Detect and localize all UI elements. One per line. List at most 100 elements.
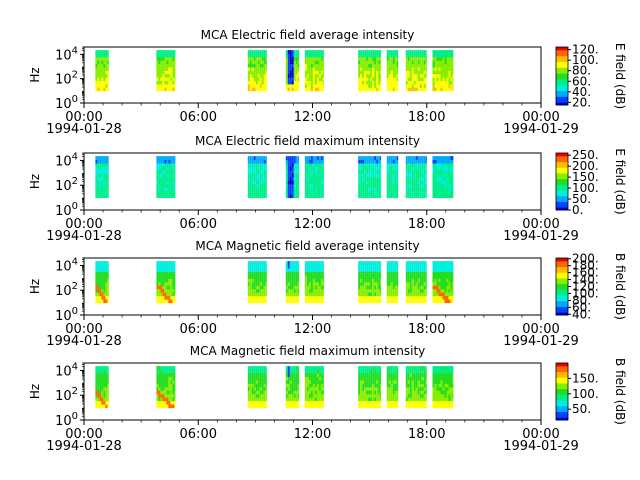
colorbar-cell [556,277,568,280]
colorbar-tick-label: 40. [572,85,591,99]
colorbar-cell [556,62,568,64]
colorbar-cell [556,386,568,389]
colorbar-tick-label: 80. [572,64,591,78]
y-tick-label: 100 [55,411,78,429]
colorbar-cell [556,178,568,181]
y-tick-label: 100 [55,306,78,324]
colorbar-cell [556,274,568,276]
colorbar-cell [556,191,568,193]
colorbar-cell [556,379,568,381]
colorbar-cell [556,401,568,404]
colorbar-cell [556,204,568,206]
colorbar-cell [556,267,568,269]
colorbar-frame [555,152,569,211]
colorbar-cell [556,188,568,190]
colorbar-cell [556,73,568,75]
colorbar-cell [556,407,568,410]
x-tick-label: 06:00 [180,322,217,337]
colorbar-cell [556,313,568,315]
colorbar-tick-label: 100. [572,53,599,67]
colorbar-cell [556,296,568,299]
colorbar-cell [556,404,568,407]
colorbar-cell [556,303,568,306]
colorbar-cell [556,372,568,374]
x-tick-label: 18:00 [408,322,445,337]
colorbar-cell [556,200,568,202]
colorbar-tick-label: 20. [572,95,591,109]
colorbar-tick-label: 160. [572,266,599,280]
colorbar-cell [556,371,568,373]
data-block [405,50,427,92]
colorbar-cell [556,94,568,96]
colorbar-cell [556,171,568,173]
colorbar-cell [556,101,568,103]
colorbar-label: B field (dB) [613,358,627,425]
colorbar-cell [556,93,568,95]
colorbar-cell [556,155,568,158]
colorbar-cell [556,208,568,210]
spectrogram [95,366,454,409]
colorbar-cell [556,373,568,375]
colorbar-cell [556,368,568,371]
data-block [304,50,324,92]
colorbar-cell [556,261,568,264]
colorbar-tick-label: 50. [572,192,591,206]
colorbar-cell [556,99,568,101]
colorbar-cell [556,385,568,388]
data-block [95,156,109,199]
colorbar-cell [556,154,568,157]
colorbar-cell [556,260,568,263]
colorbar-cell [556,156,568,159]
colorbar-cell [556,397,568,399]
colorbar-cell [556,293,568,295]
colorbar-cell [556,184,568,186]
x-tick-label: 06:00 [180,110,217,125]
colorbar-tick-label: 100. [572,181,599,195]
colorbar-cell [556,70,568,72]
colorbar-tick-label: 100. [572,286,599,300]
colorbar-cell [556,284,568,287]
x-date-label: 1994-01-29 [503,122,579,137]
colorbar-tick-label: 60. [572,300,591,314]
colorbar-cell [556,381,568,383]
colorbar-tick-label: 40. [572,307,591,321]
colorbar-cell [556,179,568,182]
data-block [304,366,324,409]
colorbar-cell [556,89,568,91]
y-tick-label: 100 [55,201,78,219]
colorbar-cell [556,95,568,97]
colorbar-cell [556,78,568,81]
colorbar-cell [556,416,568,418]
y-tick-label: 104 [55,151,78,169]
x-date-label: 1994-01-29 [503,334,579,349]
colorbar-cell [556,87,568,90]
x-tick-label: 00:00 [65,110,102,125]
colorbar-tick-label: 120. [572,280,599,294]
x-date-label: 1994-01-28 [46,334,122,349]
colorbar-cell [556,175,568,178]
colorbar-cell [556,396,568,398]
colorbar-cell [556,276,568,278]
colorbar-cell [556,309,568,311]
colorbar-cell [556,412,568,414]
data-block [386,50,399,92]
colorbar-cell [556,308,568,310]
colorbar: 40.60.80.100.120.140.160.180.200. B field… [555,252,627,321]
colorbar-cell [556,279,568,282]
data-block [405,366,427,409]
y-axis-label: Hz [28,279,42,294]
colorbar-cell [556,174,568,177]
data-block [304,261,324,304]
colorbar-cell [556,190,568,192]
colorbar-cell [556,271,568,273]
data-block [156,261,176,304]
colorbar-cell [556,202,568,204]
data-block [432,156,454,199]
y-tick-label: 104 [55,256,78,274]
colorbar-cell [556,306,568,308]
panel-3: MCA Magnetic field average intensity 100 1… [28,239,627,349]
colorbar-cell [556,311,568,313]
colorbar-cell [556,82,568,85]
data-block [247,50,267,92]
